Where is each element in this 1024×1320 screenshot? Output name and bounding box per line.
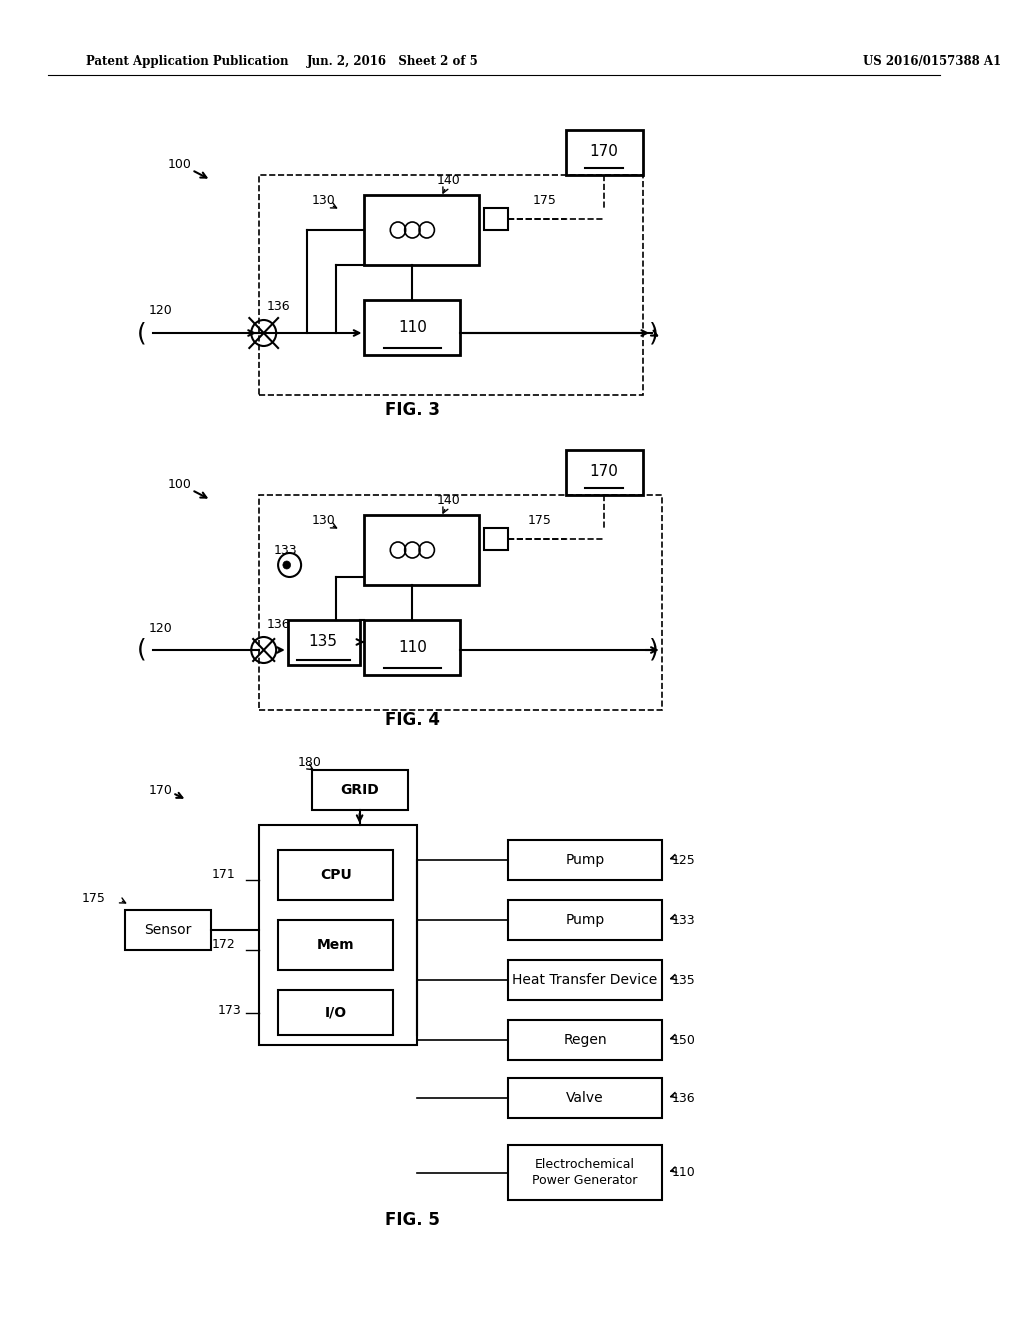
Text: ): ) bbox=[649, 638, 658, 663]
Bar bbox=[365, 620, 461, 675]
Text: 172: 172 bbox=[211, 939, 234, 952]
Text: Jun. 2, 2016   Sheet 2 of 5: Jun. 2, 2016 Sheet 2 of 5 bbox=[307, 55, 479, 69]
Circle shape bbox=[283, 561, 291, 569]
Text: Patent Application Publication: Patent Application Publication bbox=[86, 55, 289, 69]
Text: US 2016/0157388 A1: US 2016/0157388 A1 bbox=[863, 55, 1001, 69]
Bar bbox=[365, 515, 479, 585]
Text: (: ( bbox=[137, 321, 146, 345]
Text: 175: 175 bbox=[532, 194, 556, 206]
Bar bbox=[566, 129, 642, 176]
Text: Mem: Mem bbox=[316, 939, 354, 952]
Text: Sensor: Sensor bbox=[144, 923, 191, 937]
Bar bbox=[508, 1020, 662, 1060]
Text: 171: 171 bbox=[211, 869, 234, 882]
Bar bbox=[365, 195, 479, 265]
Text: 130: 130 bbox=[311, 194, 336, 206]
Bar bbox=[288, 620, 359, 665]
Text: 175: 175 bbox=[527, 513, 551, 527]
Text: 133: 133 bbox=[273, 544, 297, 557]
Text: Electrochemical: Electrochemical bbox=[535, 1158, 635, 1171]
Bar bbox=[484, 528, 508, 550]
Text: Pump: Pump bbox=[565, 913, 604, 927]
Text: 100: 100 bbox=[168, 158, 191, 172]
Text: FIG. 5: FIG. 5 bbox=[385, 1210, 439, 1229]
Bar bbox=[311, 770, 408, 810]
Text: 120: 120 bbox=[148, 622, 172, 635]
Text: Valve: Valve bbox=[566, 1092, 604, 1105]
Text: CPU: CPU bbox=[319, 869, 351, 882]
Text: 173: 173 bbox=[218, 1003, 242, 1016]
Text: 120: 120 bbox=[148, 304, 172, 317]
Text: 100: 100 bbox=[168, 479, 191, 491]
Text: 110: 110 bbox=[398, 319, 427, 334]
Text: 136: 136 bbox=[266, 300, 290, 313]
Text: 110: 110 bbox=[672, 1166, 695, 1179]
Text: 175: 175 bbox=[82, 891, 105, 904]
Bar bbox=[508, 1144, 662, 1200]
Bar bbox=[508, 840, 662, 880]
Text: ): ) bbox=[649, 321, 658, 345]
Bar bbox=[279, 850, 393, 900]
Text: 136: 136 bbox=[266, 619, 290, 631]
Text: 170: 170 bbox=[590, 144, 618, 160]
Text: I/O: I/O bbox=[325, 1005, 347, 1019]
Text: FIG. 3: FIG. 3 bbox=[385, 401, 440, 418]
Bar bbox=[508, 1078, 662, 1118]
Text: Heat Transfer Device: Heat Transfer Device bbox=[512, 973, 657, 987]
Text: 125: 125 bbox=[672, 854, 695, 866]
Bar bbox=[259, 825, 417, 1045]
Text: 135: 135 bbox=[308, 635, 338, 649]
Text: Regen: Regen bbox=[563, 1034, 607, 1047]
Text: 140: 140 bbox=[436, 173, 460, 186]
Bar bbox=[125, 909, 211, 950]
Text: (: ( bbox=[137, 638, 146, 663]
Text: GRID: GRID bbox=[340, 783, 379, 797]
Bar bbox=[259, 176, 642, 395]
Text: 136: 136 bbox=[672, 1092, 695, 1105]
Bar bbox=[508, 960, 662, 1001]
Text: 180: 180 bbox=[297, 756, 322, 770]
Bar bbox=[484, 209, 508, 230]
Text: 170: 170 bbox=[148, 784, 172, 796]
Text: 150: 150 bbox=[672, 1034, 695, 1047]
Bar bbox=[279, 920, 393, 970]
Text: Power Generator: Power Generator bbox=[532, 1173, 638, 1187]
Bar bbox=[259, 495, 662, 710]
Bar bbox=[365, 300, 461, 355]
Text: 133: 133 bbox=[672, 913, 695, 927]
Text: 170: 170 bbox=[590, 465, 618, 479]
Text: 140: 140 bbox=[436, 494, 460, 507]
Text: FIG. 4: FIG. 4 bbox=[385, 711, 440, 729]
Text: 135: 135 bbox=[672, 974, 695, 986]
Text: 130: 130 bbox=[311, 513, 336, 527]
Text: 110: 110 bbox=[398, 639, 427, 655]
Text: Pump: Pump bbox=[565, 853, 604, 867]
Bar bbox=[566, 450, 642, 495]
Bar bbox=[508, 900, 662, 940]
Bar bbox=[279, 990, 393, 1035]
